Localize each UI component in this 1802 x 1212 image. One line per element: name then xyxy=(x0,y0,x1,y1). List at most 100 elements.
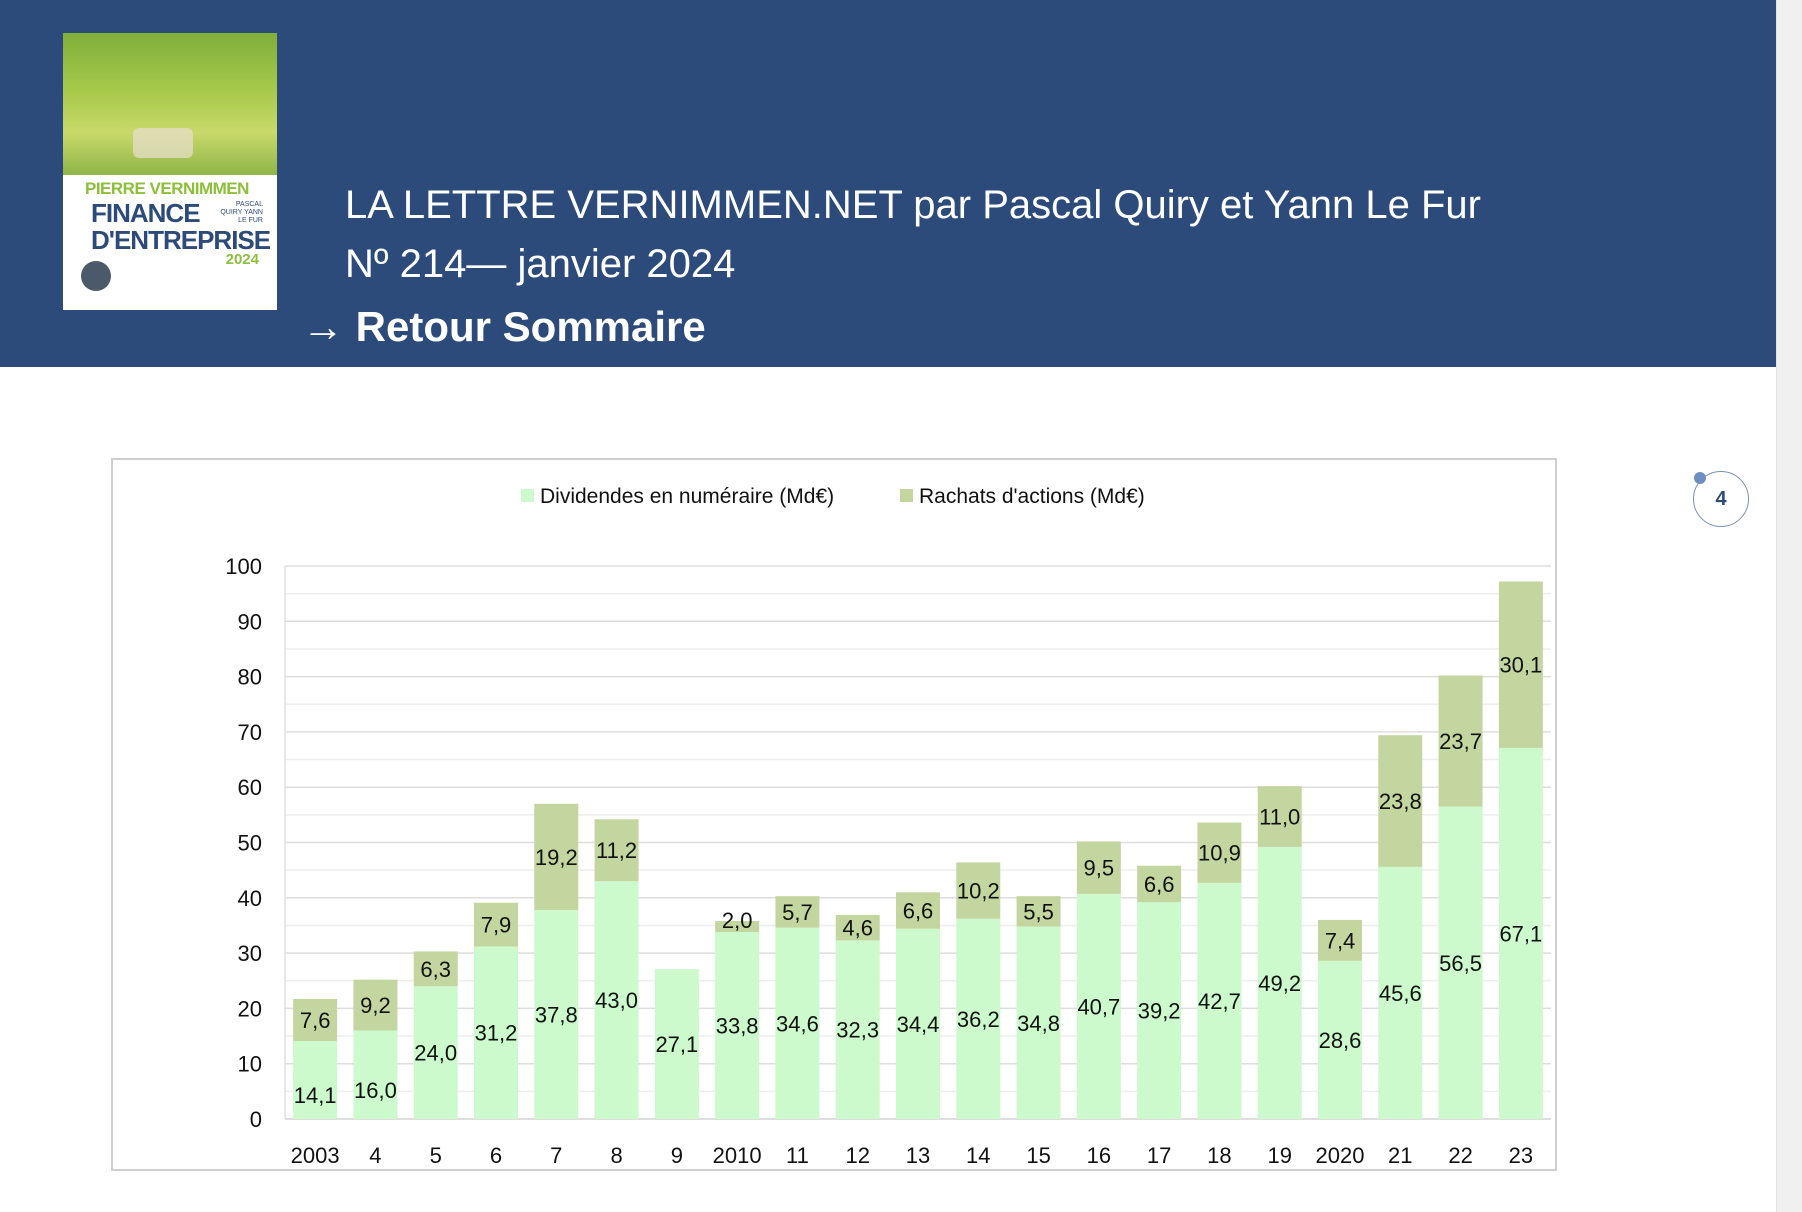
bar-rachats xyxy=(896,892,940,929)
data-label-rachats: 10,9 xyxy=(1198,841,1241,866)
y-tick-label: 30 xyxy=(238,941,262,966)
bar-dividendes xyxy=(1257,846,1302,1119)
data-label-rachats: 23,8 xyxy=(1379,789,1422,814)
x-tick-label: 11 xyxy=(786,1143,809,1168)
cover-title-1: FINANCE xyxy=(91,198,201,228)
data-label-rachats: 6,6 xyxy=(1144,872,1175,897)
x-tick-label: 8 xyxy=(610,1143,622,1168)
scrollbar[interactable] xyxy=(1776,0,1802,1212)
data-label-dividendes: 33,8 xyxy=(716,1014,759,1039)
data-label-dividendes: 67,1 xyxy=(1499,921,1542,946)
y-tick-label: 50 xyxy=(238,831,262,856)
data-label-dividendes: 36,2 xyxy=(957,1007,1000,1032)
x-tick-label: 22 xyxy=(1448,1143,1472,1168)
bar-rachats xyxy=(775,896,820,928)
bar-rachats xyxy=(1016,896,1061,927)
data-label-dividendes: 43,0 xyxy=(595,988,638,1013)
x-tick-label: 18 xyxy=(1207,1143,1231,1168)
bar-rachats xyxy=(1498,581,1543,748)
bar-rachats xyxy=(1378,735,1423,867)
bar-dividendes xyxy=(1378,866,1423,1119)
data-label-dividendes: 45,6 xyxy=(1379,981,1422,1006)
x-tick-label: 17 xyxy=(1147,1143,1171,1168)
bar-dividendes xyxy=(1318,960,1362,1119)
x-tick-label: 7 xyxy=(550,1143,562,1168)
cover-seal-icon xyxy=(81,261,111,291)
data-label-rachats: 5,7 xyxy=(782,900,813,925)
bar-dividendes xyxy=(1137,902,1182,1119)
data-label-rachats: 10,2 xyxy=(957,879,1000,904)
x-tick-label: 2020 xyxy=(1316,1143,1365,1168)
data-label-dividendes: 56,5 xyxy=(1439,951,1482,976)
bar-dividendes xyxy=(1498,747,1543,1119)
y-tick-label: 90 xyxy=(238,609,262,634)
data-label-rachats: 5,5 xyxy=(1023,899,1054,924)
bar-dividendes xyxy=(835,940,880,1119)
x-tick-label: 2010 xyxy=(713,1143,762,1168)
x-tick-label: 23 xyxy=(1509,1143,1533,1168)
x-tick-label: 15 xyxy=(1026,1143,1050,1168)
data-label-rachats: 11,2 xyxy=(596,838,637,863)
data-label-dividendes: 16,0 xyxy=(354,1078,397,1103)
y-tick-label: 60 xyxy=(238,775,262,800)
x-tick-label: 2003 xyxy=(291,1143,340,1168)
data-label-rachats: 23,7 xyxy=(1439,729,1482,754)
y-tick-label: 70 xyxy=(238,720,262,745)
cover-photo xyxy=(63,33,277,175)
x-tick-label: 5 xyxy=(430,1143,442,1168)
bar-dividendes xyxy=(654,969,699,1119)
bar-rachats xyxy=(1137,865,1182,903)
bar-rachats xyxy=(353,979,398,1031)
bar-rachats xyxy=(293,998,338,1042)
data-label-dividendes: 34,6 xyxy=(776,1011,819,1036)
legend-swatch-dividendes xyxy=(521,489,534,502)
bar-rachats xyxy=(594,819,639,882)
data-label-rachats: 6,6 xyxy=(903,899,934,924)
data-label-dividendes: 24,0 xyxy=(414,1041,457,1066)
data-label-dividendes: 31,2 xyxy=(475,1021,518,1046)
x-tick-label: 9 xyxy=(671,1143,683,1168)
x-tick-label: 21 xyxy=(1388,1143,1412,1168)
x-tick-label: 6 xyxy=(490,1143,502,1168)
bar-dividendes xyxy=(1016,926,1061,1119)
data-label-rachats: 6,3 xyxy=(420,957,451,982)
y-tick-label: 40 xyxy=(238,886,262,911)
bar-dividendes xyxy=(1197,882,1242,1119)
header-banner: PIERRE VERNIMMEN FINANCE D'ENTREPRISE PA… xyxy=(0,0,1776,367)
data-label-dividendes: 28,6 xyxy=(1319,1028,1362,1053)
data-label-dividendes: 32,3 xyxy=(836,1018,879,1043)
y-tick-label: 100 xyxy=(225,554,262,579)
data-label-rachats: 9,5 xyxy=(1084,856,1115,881)
cover-year: 2024 xyxy=(225,251,259,268)
data-label-rachats: 19,2 xyxy=(535,845,578,870)
data-label-dividendes: 49,2 xyxy=(1258,971,1301,996)
data-label-dividendes: 37,8 xyxy=(535,1002,578,1027)
bar-rachats xyxy=(715,921,760,933)
back-to-summary-link[interactable]: → Retour Sommaire xyxy=(302,303,706,350)
data-label-rachats: 7,4 xyxy=(1325,928,1356,953)
bar-rachats xyxy=(474,902,518,947)
x-tick-label: 19 xyxy=(1267,1143,1291,1168)
legend-label-rachats: Rachats d'actions (Md€) xyxy=(919,485,1145,508)
bar-rachats xyxy=(1438,675,1483,807)
bar-dividendes xyxy=(293,1041,338,1119)
bar-dividendes xyxy=(715,932,760,1119)
data-label-rachats: 2,0 xyxy=(722,908,753,933)
data-label-rachats: 4,6 xyxy=(842,916,873,941)
issue-number: Nº 214— janvier 2024 xyxy=(345,242,736,286)
bar-dividendes xyxy=(1438,806,1483,1119)
legend-label-dividendes: Dividendes en numéraire (Md€) xyxy=(540,485,834,508)
bar-dividendes xyxy=(1076,893,1121,1119)
x-tick-label: 12 xyxy=(845,1143,869,1168)
y-tick-label: 0 xyxy=(250,1107,262,1132)
data-label-rachats: 30,1 xyxy=(1499,653,1542,678)
bar-rachats xyxy=(1197,822,1242,883)
y-tick-label: 20 xyxy=(238,996,262,1021)
x-tick-label: 13 xyxy=(906,1143,930,1168)
data-label-dividendes: 34,4 xyxy=(897,1012,940,1037)
bar-rachats xyxy=(413,951,458,987)
newsletter-title: LA LETTRE VERNIMMEN.NET par Pascal Quiry… xyxy=(345,183,1481,227)
data-label-rachats: 9,2 xyxy=(360,993,391,1018)
data-label-rachats: 11,0 xyxy=(1259,805,1300,830)
